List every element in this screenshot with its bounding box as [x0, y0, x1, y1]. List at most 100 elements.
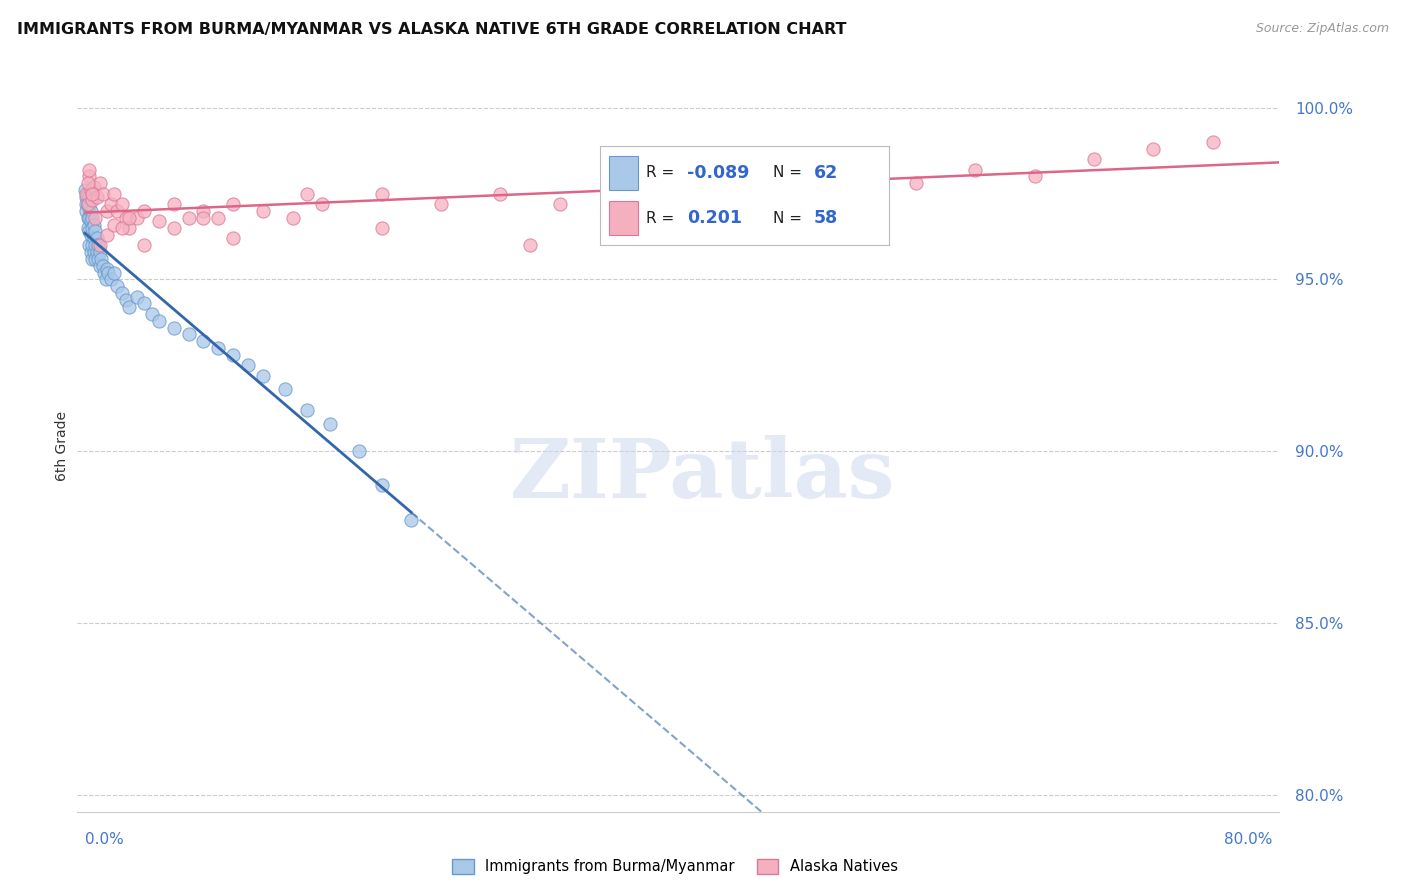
- Point: [193, 334, 215, 349]
- Point: [177, 211, 200, 225]
- Point: [90, 252, 112, 266]
- Point: [77, 162, 100, 177]
- Point: [311, 197, 333, 211]
- Point: [236, 359, 259, 373]
- Point: [75, 190, 97, 204]
- Point: [193, 211, 215, 225]
- Point: [111, 197, 134, 211]
- Point: [79, 227, 103, 242]
- Text: 0.0%: 0.0%: [84, 832, 124, 847]
- Point: [132, 296, 156, 310]
- Point: [103, 266, 125, 280]
- Point: [77, 238, 100, 252]
- Point: [349, 444, 371, 458]
- Point: [76, 186, 98, 201]
- Point: [75, 203, 97, 218]
- Point: [79, 183, 103, 197]
- Text: IMMIGRANTS FROM BURMA/MYANMAR VS ALASKA NATIVE 6TH GRADE CORRELATION CHART: IMMIGRANTS FROM BURMA/MYANMAR VS ALASKA …: [17, 22, 846, 37]
- Point: [115, 211, 138, 225]
- Point: [83, 244, 105, 259]
- Text: Source: ZipAtlas.com: Source: ZipAtlas.com: [1256, 22, 1389, 36]
- Point: [100, 197, 122, 211]
- Point: [430, 197, 453, 211]
- Point: [84, 211, 107, 225]
- Point: [105, 203, 129, 218]
- Point: [274, 382, 297, 396]
- Text: R =: R =: [647, 211, 675, 226]
- Point: [76, 197, 98, 211]
- Point: [93, 266, 115, 280]
- Point: [668, 176, 690, 190]
- Text: ZIPatlas: ZIPatlas: [510, 435, 896, 516]
- Point: [125, 290, 148, 304]
- Point: [82, 194, 104, 208]
- Point: [103, 218, 125, 232]
- Point: [1024, 169, 1046, 184]
- Point: [87, 252, 110, 266]
- Text: 80.0%: 80.0%: [1223, 832, 1272, 847]
- Point: [89, 244, 111, 259]
- Point: [132, 238, 156, 252]
- Point: [845, 169, 868, 184]
- Point: [401, 513, 423, 527]
- Point: [77, 224, 100, 238]
- Point: [163, 197, 186, 211]
- Point: [79, 244, 103, 259]
- Point: [519, 238, 541, 252]
- Point: [89, 176, 111, 190]
- Point: [118, 211, 141, 225]
- Point: [252, 203, 274, 218]
- Point: [79, 203, 103, 218]
- Point: [965, 162, 987, 177]
- Point: [115, 293, 138, 307]
- Point: [727, 186, 749, 201]
- Point: [82, 211, 104, 225]
- Point: [1201, 135, 1223, 149]
- Text: N =: N =: [773, 211, 803, 226]
- Point: [118, 221, 141, 235]
- Point: [91, 186, 114, 201]
- Point: [82, 238, 104, 252]
- Text: 62: 62: [814, 164, 838, 182]
- Point: [77, 200, 100, 214]
- Point: [163, 221, 186, 235]
- Point: [86, 244, 108, 259]
- Point: [76, 221, 98, 235]
- Point: [297, 186, 319, 201]
- Point: [89, 238, 111, 252]
- Point: [97, 266, 120, 280]
- Point: [105, 279, 129, 293]
- Point: [77, 211, 100, 225]
- Point: [76, 211, 98, 225]
- Point: [281, 211, 304, 225]
- Point: [297, 403, 319, 417]
- Point: [86, 190, 108, 204]
- Point: [370, 221, 392, 235]
- Point: [904, 176, 927, 190]
- Point: [82, 252, 104, 266]
- Point: [84, 224, 107, 238]
- Point: [548, 197, 571, 211]
- Point: [82, 186, 104, 201]
- Point: [91, 259, 114, 273]
- Point: [222, 348, 245, 362]
- Point: [83, 218, 105, 232]
- Point: [148, 313, 170, 327]
- Point: [83, 231, 105, 245]
- Point: [76, 176, 98, 190]
- Point: [96, 203, 118, 218]
- Point: [84, 252, 107, 266]
- Point: [318, 417, 340, 431]
- Text: 0.201: 0.201: [686, 210, 742, 227]
- Point: [84, 238, 107, 252]
- Point: [252, 368, 274, 383]
- Point: [100, 272, 122, 286]
- Point: [103, 186, 125, 201]
- Point: [489, 186, 512, 201]
- Point: [193, 203, 215, 218]
- Text: N =: N =: [773, 165, 803, 180]
- Point: [141, 307, 163, 321]
- Text: -0.089: -0.089: [686, 164, 749, 182]
- Point: [87, 238, 110, 252]
- Point: [125, 211, 148, 225]
